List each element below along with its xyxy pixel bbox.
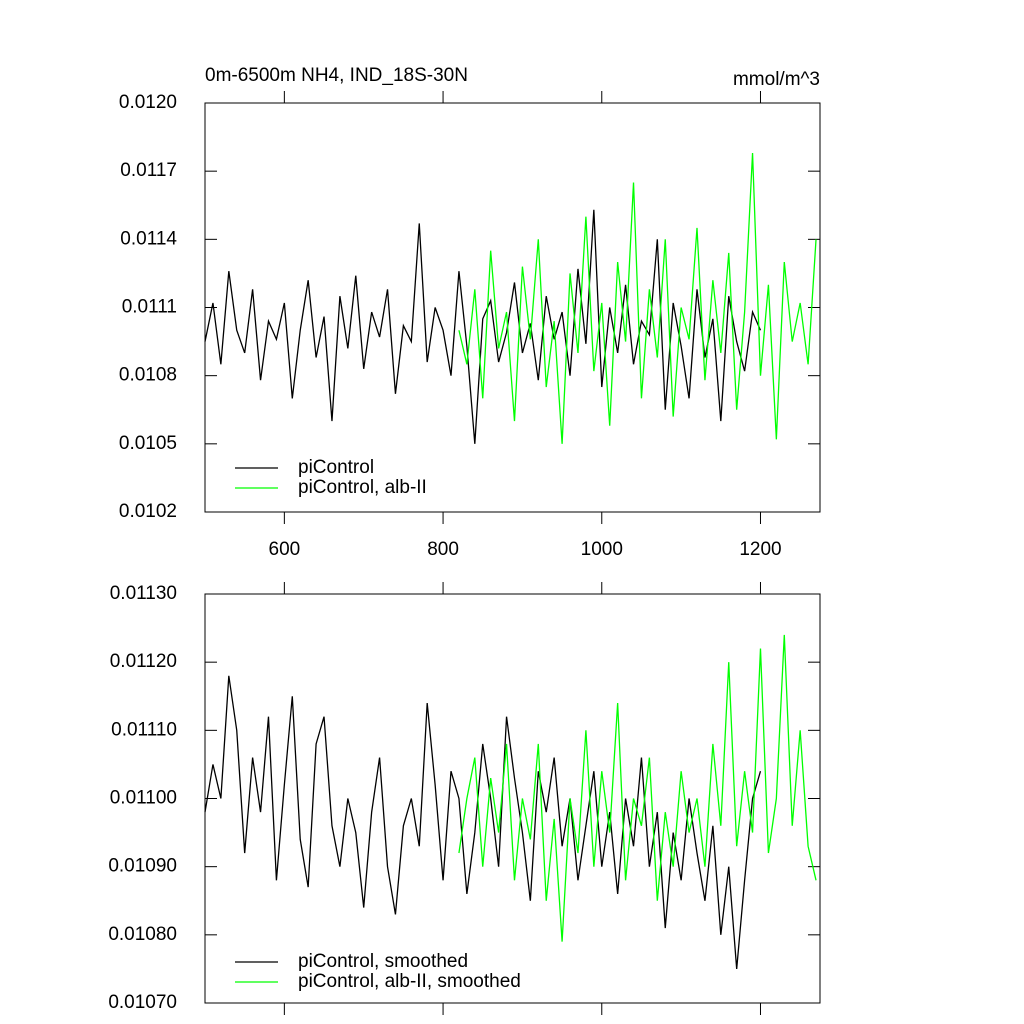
plot-frame [204, 593, 821, 1004]
series-line [458, 634, 817, 942]
legend-label: piControl, smoothed [298, 951, 468, 972]
series-line [204, 209, 762, 444]
chart-title: 0m-6500m NH4, IND_18S-30N [205, 65, 468, 86]
y-tick-label: 0.01100 [110, 788, 177, 809]
legend-label: piControl, alb-II, smoothed [298, 971, 521, 992]
y-tick-label: 0.0117 [120, 160, 177, 181]
y-tick-label: 0.0111 [122, 297, 177, 318]
x-tick-label: 1000 [581, 539, 623, 560]
y-tick-label: 0.0120 [119, 92, 177, 113]
y-tick-label: 0.01070 [108, 992, 177, 1013]
y-tick-label: 0.01090 [108, 856, 177, 877]
y-tick-label: 0.01130 [110, 583, 177, 604]
y-tick-label: 0.0105 [119, 433, 177, 454]
y-tick-label: 0.0108 [119, 365, 177, 386]
x-tick-label: 800 [427, 539, 459, 560]
y-tick-label: 0.0114 [120, 228, 177, 249]
legend-label: piControl [298, 457, 374, 478]
y-tick-label: 0.0102 [119, 501, 177, 522]
series-line [458, 152, 817, 444]
series-line [204, 675, 762, 969]
units-label: mmol/m^3 [733, 69, 820, 90]
y-tick-label: 0.01120 [110, 651, 177, 672]
y-tick-label: 0.01080 [108, 924, 177, 945]
x-tick-label: 1200 [739, 539, 781, 560]
x-tick-label: 600 [269, 539, 301, 560]
legend-label: piControl, alb-II [298, 477, 427, 498]
y-tick-label: 0.01110 [111, 719, 177, 740]
